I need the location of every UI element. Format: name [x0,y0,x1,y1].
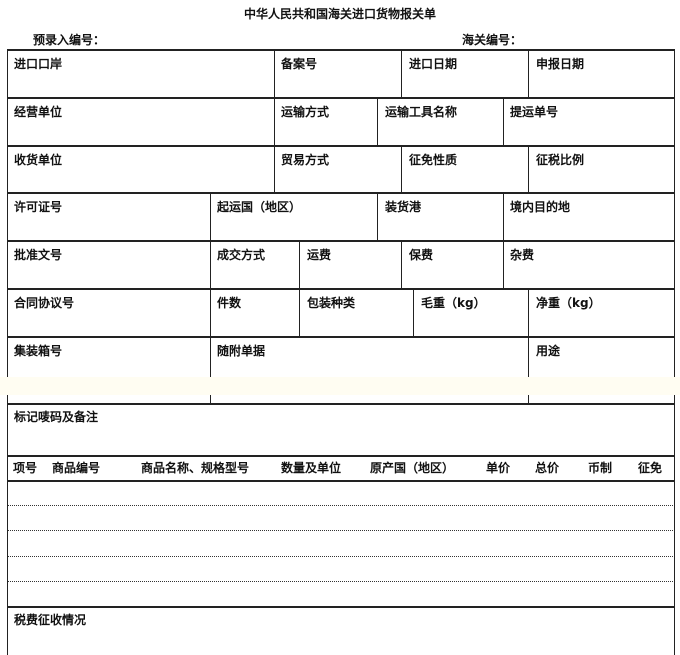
field-pieces: 件数 [217,296,242,310]
field-import-port: 进口口岸 [14,57,63,71]
field-levy-nature: 征免性质 [409,153,458,167]
col-currency: 币制 [588,461,613,475]
pre-entry-number-label: 预录入编号： [33,33,106,47]
col-levy: 征免 [638,461,663,475]
scan-gap [0,377,680,395]
field-attached-documents: 随附单据 [217,344,266,358]
field-purpose: 用途 [536,344,561,358]
col-quantity-unit: 数量及单位 [281,461,342,475]
field-domestic-destination: 境内目的地 [510,200,571,214]
field-tax-ratio: 征税比例 [536,153,585,167]
form-title: 中华人民共和国海关进口货物报关单 [243,7,436,21]
field-bill-of-lading: 提运单号 [510,105,559,119]
field-freight: 运费 [307,248,332,262]
customs-number-label: 海关编号： [462,33,523,47]
field-loading-port: 装货港 [385,200,422,214]
field-tax-collection: 税费征收情况 [14,613,87,627]
field-container-number: 集装箱号 [14,344,63,358]
field-declaration-date: 申报日期 [536,57,585,71]
col-item-no: 项号 [13,461,38,475]
field-gross-weight: 毛重（kg） [421,296,486,310]
field-trade-mode: 贸易方式 [281,153,330,167]
col-unit-price: 单价 [486,461,511,475]
col-origin-country: 原产国（地区） [370,461,455,475]
col-commodity-code: 商品编号 [52,461,101,475]
field-transport-name: 运输工具名称 [385,105,458,119]
field-misc-fees: 杂费 [510,248,535,262]
field-package-type: 包装种类 [307,296,356,310]
field-business-unit: 经营单位 [14,105,63,119]
field-contract-number: 合同协议号 [14,296,75,310]
field-license-number: 许可证号 [14,200,63,214]
col-commodity-name: 商品名称、规格型号 [141,461,250,475]
field-import-date: 进口日期 [409,57,458,71]
field-transaction-mode: 成交方式 [217,248,266,262]
field-consignee: 收货单位 [14,153,63,167]
col-total-price: 总价 [535,461,560,475]
field-transport-mode: 运输方式 [281,105,330,119]
field-approval-number: 批准文号 [14,248,63,262]
field-record-number: 备案号 [281,57,318,71]
field-remarks: 标记唛码及备注 [14,410,99,424]
field-origin-country: 起运国（地区） [217,200,302,214]
field-insurance: 保费 [409,248,434,262]
field-net-weight: 净重（kg） [536,296,601,310]
